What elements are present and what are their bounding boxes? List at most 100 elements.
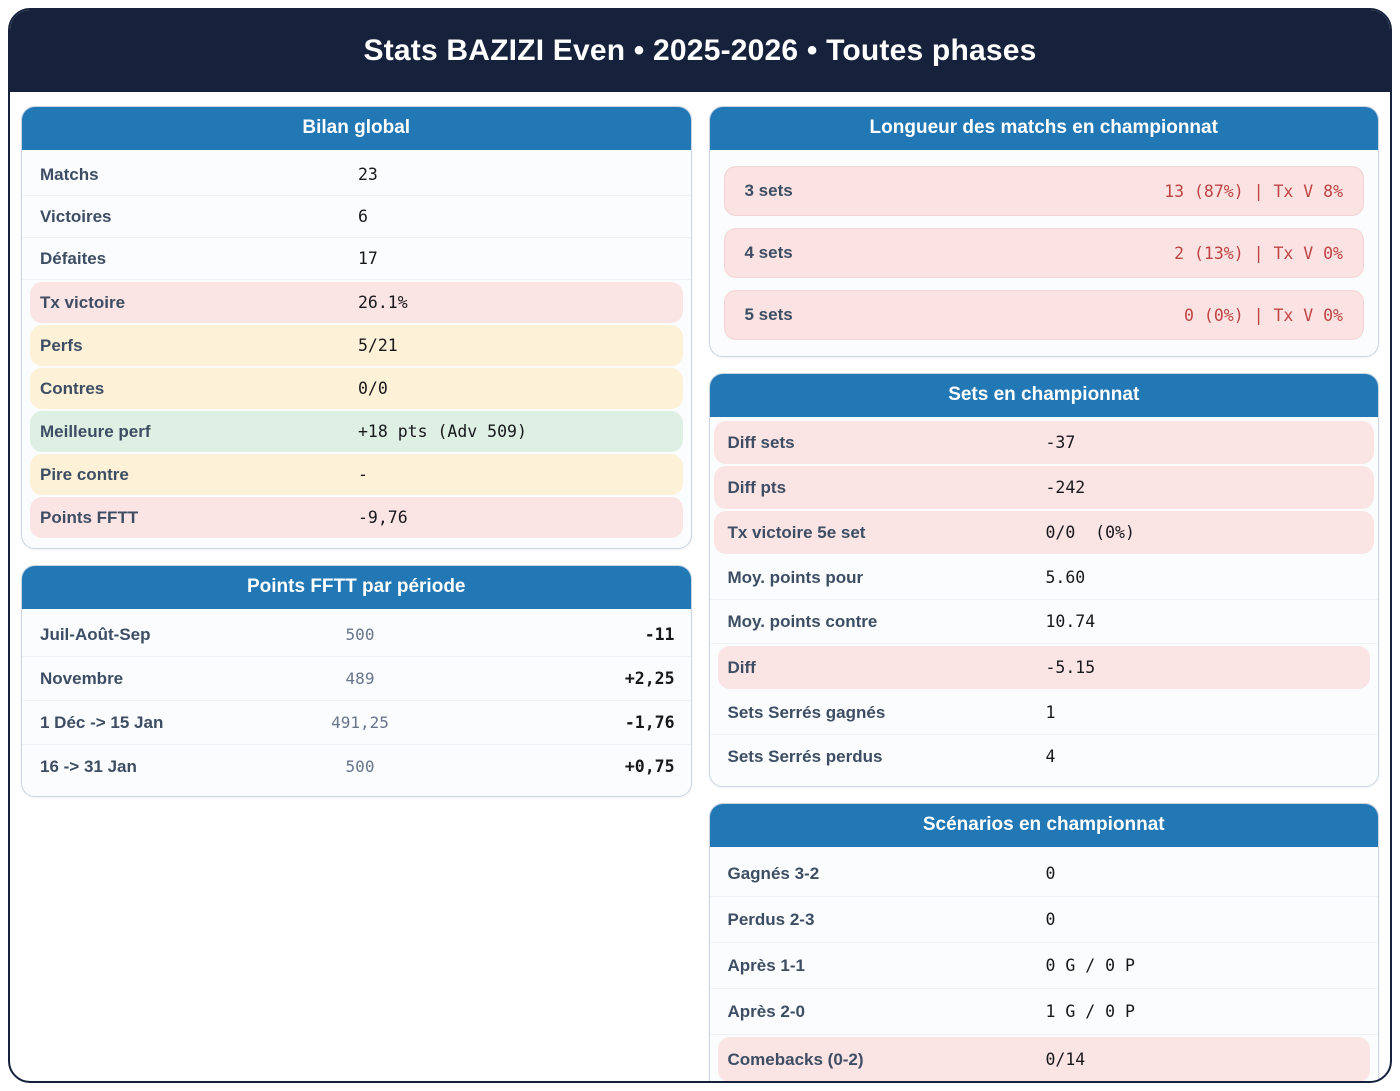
stat-label: Moy. points contre	[727, 611, 878, 631]
stat-row-matchs: Matchs 23	[22, 154, 691, 196]
stat-row-moy-points-contre: Moy. points contre 10.74	[709, 600, 1378, 644]
card-longueur-matchs: Longueur des matchs en championnat 3 set…	[708, 106, 1379, 357]
stat-row-apres-2-0: Après 2-0 1 G / 0 P	[709, 989, 1378, 1035]
stat-row-perfs: Perfs 5/21	[30, 325, 683, 366]
stat-row-diff-pts: Diff pts -242	[713, 466, 1374, 509]
sets-length-value: 0 (0%) | Tx V 0%	[1184, 305, 1343, 325]
stat-label: Tx victoire	[40, 292, 126, 312]
periode-points: 491,25	[331, 713, 389, 732]
stat-value: 4	[1045, 747, 1056, 766]
sets-length-row-5sets: 5 sets 0 (0%) | Tx V 0%	[723, 290, 1364, 340]
stat-label: Perfs	[40, 335, 83, 355]
stat-row-points-fftt: Points FFTT -9,76	[30, 497, 683, 538]
stat-label: Comebacks (0-2)	[727, 1049, 864, 1069]
stat-label: Perdus 2-3	[727, 909, 815, 929]
stat-label: Diff sets	[727, 432, 795, 452]
stat-value: 0/0	[358, 379, 388, 398]
stat-label: Défaites	[40, 248, 107, 268]
stat-row-comebacks: Comebacks (0-2) 0/14	[717, 1037, 1370, 1081]
stat-label: Victoires	[40, 206, 112, 226]
periode-points: 500	[345, 757, 375, 776]
card-bilan-body: Matchs 23 Victoires 6 Défaites 17 Tx vic…	[22, 150, 691, 548]
stat-value: -5.15	[1045, 658, 1096, 677]
page-header: Stats BAZIZI Even • 2025-2026 • Toutes p…	[10, 10, 1390, 92]
stat-value: -9,76	[358, 508, 408, 527]
sets-length-label: 5 sets	[744, 305, 793, 324]
periode-delta: +2,25	[624, 669, 675, 688]
stat-label: Moy. points pour	[727, 567, 864, 587]
stat-row-tx-victoire: Tx victoire 26.1%	[30, 282, 683, 323]
stat-value: 1	[1045, 703, 1056, 722]
sets-length-label: 4 sets	[744, 243, 793, 262]
stat-label: Diff	[727, 657, 756, 677]
stat-label: Pire contre	[40, 464, 129, 484]
stat-label: Matchs	[40, 164, 99, 184]
stat-value: 0/0 (0%)	[1045, 523, 1135, 542]
stats-page: Stats BAZIZI Even • 2025-2026 • Toutes p…	[8, 8, 1392, 1083]
stat-label: Après 1-1	[727, 955, 805, 975]
card-scenarios-body: Gagnés 3-2 0 Perdus 2-3 0 Après 1-1 0 G …	[709, 847, 1378, 1081]
sets-length-row-3sets: 3 sets 13 (87%) | Tx V 8%	[723, 166, 1364, 216]
stat-value: 1 G / 0 P	[1045, 1002, 1135, 1021]
stat-row-meilleure-perf: Meilleure perf +18 pts (Adv 509)	[30, 411, 683, 452]
periode-label: 16 -> 31 Jan	[40, 756, 137, 776]
stat-value: 5/21	[358, 336, 398, 355]
stat-row-sets-serres-perdus: Sets Serrés perdus 4	[710, 735, 1379, 778]
stat-value: 10.74	[1045, 612, 1096, 631]
periode-row: 16 -> 31 Jan 500 +0,75	[22, 745, 691, 788]
periode-label: 1 Déc -> 15 Jan	[40, 712, 164, 732]
stat-row-gagnes-3-2: Gagnés 3-2 0	[709, 851, 1378, 897]
right-column: Longueur des matchs en championnat 3 set…	[708, 106, 1379, 1081]
stat-row-tx-victoire-5e: Tx victoire 5e set 0/0 (0%)	[713, 511, 1374, 554]
sets-length-row-4sets: 4 sets 2 (13%) | Tx V 0%	[723, 228, 1364, 278]
card-periodes-title: Points FFTT par période	[22, 566, 691, 609]
card-sets-championnat: Sets en championnat Diff sets -37 Diff p…	[708, 373, 1379, 787]
periode-delta: -1,76	[624, 713, 675, 732]
stat-value: 0	[1045, 864, 1056, 883]
stat-value: 0/14	[1045, 1050, 1086, 1069]
card-sets-title: Sets en championnat	[709, 374, 1378, 417]
card-sets-body: Diff sets -37 Diff pts -242 Tx victoire …	[709, 417, 1379, 786]
stat-value: 26.1%	[358, 293, 408, 312]
stat-label: Après 2-0	[727, 1001, 805, 1021]
periode-delta: +0,75	[624, 757, 675, 776]
stat-label: Gagnés 3-2	[727, 863, 820, 883]
periode-label: Juil-Août-Sep	[40, 624, 151, 644]
periode-label: Novembre	[40, 668, 124, 688]
periode-delta: -11	[644, 625, 675, 644]
periode-row: Juil-Août-Sep 500 -11	[22, 613, 691, 657]
stat-label: Contres	[40, 378, 105, 398]
stat-label: Points FFTT	[40, 507, 139, 527]
sets-length-value: 2 (13%) | Tx V 0%	[1174, 243, 1343, 263]
card-scenarios-championnat: Scénarios en championnat Gagnés 3-2 0 Pe…	[708, 803, 1379, 1081]
left-column: Bilan global Matchs 23 Victoires 6 Défai…	[21, 106, 692, 797]
card-bilan-title: Bilan global	[22, 107, 691, 150]
stat-label: Sets Serrés gagnés	[727, 702, 886, 722]
periode-row: Novembre 489 +2,25	[22, 657, 691, 701]
card-bilan-global: Bilan global Matchs 23 Victoires 6 Défai…	[21, 106, 692, 549]
stat-row-moy-points-pour: Moy. points pour 5.60	[709, 556, 1378, 600]
stat-row-diff-sets: Diff sets -37	[713, 421, 1374, 464]
stat-value: +18 pts (Adv 509)	[358, 422, 527, 441]
stat-value: 0	[1045, 910, 1056, 929]
content-grid: Bilan global Matchs 23 Victoires 6 Défai…	[10, 92, 1390, 1081]
stat-value: -37	[1045, 433, 1076, 452]
card-periodes-body: Juil-Août-Sep 500 -11 Novembre 489 +2,25…	[22, 609, 691, 796]
periode-points: 489	[345, 669, 375, 688]
card-longueur-title: Longueur des matchs en championnat	[709, 107, 1378, 150]
periode-points: 500	[345, 625, 375, 644]
stat-value: 23	[358, 165, 378, 184]
stat-label: Meilleure perf	[40, 421, 151, 441]
stat-value: 5.60	[1045, 568, 1086, 587]
stat-row-pire-contre: Pire contre -	[30, 454, 683, 495]
stat-row-victoires: Victoires 6	[22, 196, 691, 238]
stat-row-perdus-2-3: Perdus 2-3 0	[709, 897, 1378, 943]
card-points-fftt-periode: Points FFTT par période Juil-Août-Sep 50…	[21, 565, 692, 797]
stat-label: Diff pts	[727, 477, 787, 497]
stat-label: Tx victoire 5e set	[727, 522, 866, 542]
stat-value: 17	[358, 249, 378, 268]
stat-value: -	[358, 465, 368, 484]
sets-length-label: 3 sets	[744, 181, 793, 200]
page-title: Stats BAZIZI Even • 2025-2026 • Toutes p…	[363, 34, 1037, 67]
stat-row-contres: Contres 0/0	[30, 368, 683, 409]
